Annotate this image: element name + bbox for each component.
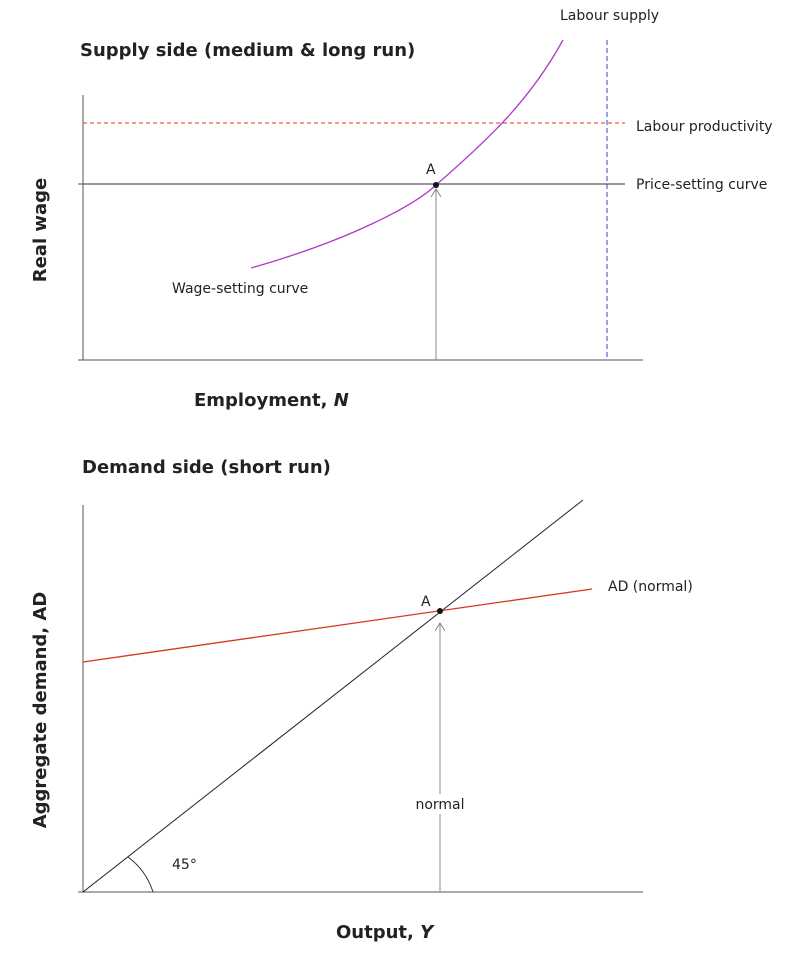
curve-label: Price-setting curve: [636, 177, 767, 193]
arrow-head: [434, 622, 446, 632]
x-axis-variable: Y: [420, 922, 435, 943]
point-label: A: [421, 594, 431, 610]
x-axis-label-text: Employment,: [194, 390, 327, 411]
ad-line: [82, 588, 593, 663]
wage-setting-curve: [250, 39, 564, 269]
point: [433, 182, 439, 188]
point: [437, 608, 443, 614]
x-axis-label: Output, Y: [336, 922, 435, 943]
panel-title: Supply side (medium & long run): [80, 40, 415, 61]
marker-label: normal: [415, 797, 464, 813]
curve-label: Wage-setting curve: [172, 281, 308, 297]
curve-label: Labour supply: [560, 8, 659, 24]
point-label: A: [426, 162, 436, 178]
arrow-head: [430, 188, 442, 198]
curve-label: AD (normal): [608, 579, 693, 595]
curve-label: Labour productivity: [636, 119, 773, 135]
x-axis-variable: N: [334, 390, 349, 411]
x-axis-label: Employment, N: [194, 390, 349, 411]
y-axis-label: Real wage: [30, 178, 51, 283]
45-degree-line: [82, 499, 584, 893]
y-axis-label: Aggregate demand, AD: [30, 592, 51, 829]
label-background: [412, 794, 468, 814]
x-axis-label-text: Output,: [336, 922, 414, 943]
panel-title: Demand side (short run): [82, 457, 331, 478]
angle-arc: [127, 856, 154, 893]
angle-label: 45°: [172, 857, 197, 873]
